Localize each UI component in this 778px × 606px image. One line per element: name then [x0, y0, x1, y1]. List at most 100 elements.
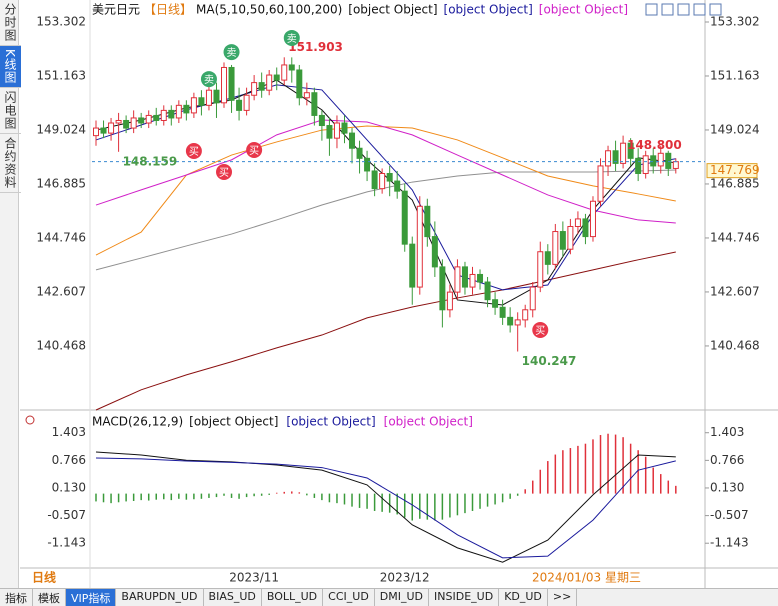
candle-body	[665, 152, 672, 169]
candle-body	[416, 205, 423, 288]
candle-body	[522, 309, 529, 321]
candle-body	[672, 161, 679, 169]
legend-entry: [object Object]	[444, 3, 533, 17]
tab-bar: 指标 模板 VIP指标 BARUPDN_UD BIAS_UD BOLL_UD CCI_UD D…	[0, 588, 778, 606]
candle-body	[650, 155, 657, 167]
tool-icon[interactable]	[709, 3, 722, 16]
tool-icon[interactable]	[661, 3, 674, 16]
legend-entry: [object Object]	[539, 3, 628, 17]
legend-entry: [object Object]	[286, 415, 375, 429]
y-tick-label: 144.746	[36, 230, 86, 244]
tool-icon[interactable]	[693, 3, 706, 16]
y-tick-label: 146.885	[710, 176, 760, 190]
candle-body	[499, 306, 506, 318]
y-tick-label: -1.143	[47, 536, 86, 550]
candle-body	[349, 132, 356, 149]
tool-icon[interactable]	[677, 3, 690, 16]
current-price-tag	[706, 163, 758, 179]
bottom-tab[interactable]: BOLL_UD	[262, 589, 324, 606]
side-tab[interactable]: K线图	[0, 46, 21, 88]
candle-body	[394, 180, 401, 192]
bottom-tab[interactable]: 模板	[33, 589, 66, 606]
legend-entry: [object Object]	[189, 415, 278, 429]
candle-body	[446, 291, 453, 311]
candle-body	[461, 266, 468, 288]
signal-badge	[246, 142, 263, 159]
current-price-label: 147.769	[710, 163, 760, 177]
bottom-tab[interactable]: >>	[548, 589, 578, 606]
legend-entry: [object Object]	[348, 3, 437, 17]
macd-title: MACD(26,12,9)	[92, 415, 183, 429]
y-tick-label: 1.403	[710, 425, 744, 439]
candle-body	[409, 243, 416, 288]
candle-body	[589, 200, 596, 238]
candle-body	[620, 142, 627, 164]
candle-body	[612, 150, 619, 164]
bottom-tab[interactable]: VIP指标	[66, 589, 117, 606]
y-tick-label: 0.130	[710, 480, 744, 494]
signal-badge	[223, 44, 240, 61]
candle-body	[205, 89, 212, 106]
side-tab[interactable]: 闪电图	[0, 88, 21, 134]
signal-label: 买	[535, 325, 545, 337]
candle-body	[115, 119, 122, 124]
x-tick-label: 2023/11	[229, 571, 279, 585]
candle-body	[552, 231, 559, 265]
candle-body	[642, 155, 649, 174]
background	[18, 0, 778, 588]
signal-label: 买	[219, 167, 229, 179]
candle-body	[424, 205, 431, 238]
price-annotation: 140.247	[522, 354, 577, 368]
signal-badge	[200, 71, 217, 88]
candle-body	[130, 117, 137, 129]
candle-body	[537, 251, 544, 288]
candle-body	[318, 114, 325, 127]
candle-body	[356, 147, 363, 159]
y-tick-label: 153.302	[36, 14, 86, 28]
candle-body	[401, 190, 408, 245]
candle-body	[567, 225, 574, 250]
price-annotation: 148.159	[123, 154, 178, 168]
candle-body	[281, 64, 288, 81]
signal-label: 卖	[287, 33, 297, 45]
candle-body	[431, 236, 438, 268]
y-tick-label: 0.130	[52, 480, 86, 494]
candle-body	[574, 218, 581, 227]
toolbar[interactable]	[645, 3, 722, 16]
candle-body	[296, 69, 303, 99]
candle-body	[168, 109, 175, 119]
bottom-tab[interactable]: BARUPDN_UD	[116, 589, 204, 606]
indicator-line	[95, 457, 676, 559]
indicator-line	[95, 251, 676, 411]
candle-body	[190, 97, 197, 114]
candle-body	[492, 299, 499, 308]
candle-body	[100, 127, 107, 134]
candle-body	[266, 74, 273, 91]
candle-body	[175, 104, 182, 119]
bottom-tab[interactable]: 指标	[0, 589, 33, 606]
chart: 日线 2024/01/03 星期三 美元日元 【日线】 MA(5,10,50,60,…	[18, 0, 778, 588]
side-tab[interactable]: 分时图	[0, 0, 21, 46]
bottom-tab[interactable]: CCI_UD	[323, 589, 375, 606]
candle-body	[183, 104, 190, 114]
y-tick-label: 144.746	[710, 230, 760, 244]
candle-body	[251, 82, 258, 96]
bottom-tab[interactable]: KD_UD	[499, 589, 548, 606]
period-switch[interactable]: 日线	[32, 570, 56, 585]
side-tab[interactable]: 合约资料	[0, 134, 21, 193]
bottom-tab[interactable]: DMI_UD	[375, 589, 430, 606]
signal-label: 买	[249, 145, 259, 157]
bottom-tab[interactable]: INSIDE_UD	[429, 589, 500, 606]
bottom-tab[interactable]: BIAS_UD	[204, 589, 262, 606]
header-period: 【日线】	[144, 3, 192, 17]
candle-body	[477, 273, 484, 283]
y-tick-label: 0.766	[52, 453, 86, 467]
settings-icon[interactable]	[25, 415, 35, 425]
legend-entry: [object Object]	[384, 415, 473, 429]
indicator-line	[95, 119, 676, 224]
y-tick-label: 142.607	[36, 284, 86, 298]
signal-badge	[216, 163, 233, 180]
candle-body	[221, 66, 228, 104]
tool-icon[interactable]	[645, 3, 658, 16]
candle-body	[326, 125, 333, 139]
